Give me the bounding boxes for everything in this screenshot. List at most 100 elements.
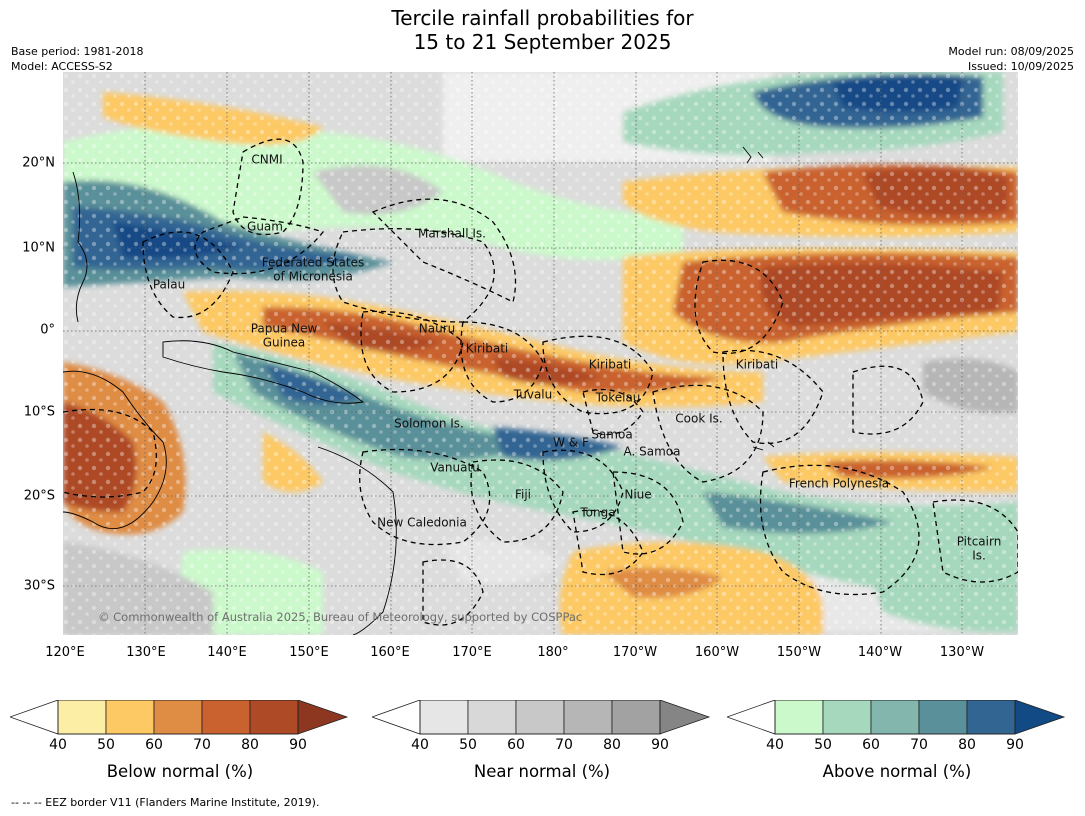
lon-tick: 160°W: [694, 645, 740, 660]
colorbar-tick: 80: [241, 737, 259, 753]
label-american-samoa: A. Samoa: [623, 444, 681, 459]
copyright-notice: © Commonwealth of Australia 2025, Bureau…: [98, 610, 583, 624]
label-fsm-line2: of Micronesia: [273, 269, 353, 284]
lon-tick: 140°W: [857, 645, 903, 660]
label-nauru: Nauru: [418, 321, 456, 336]
label-french-polynesia: French Polynesia: [788, 476, 890, 491]
colorbar-tick: 90: [1006, 737, 1024, 753]
eez-footnote: -- -- -- EEZ border V11 (Flanders Marine…: [11, 796, 320, 809]
colorbar-swatch: [419, 700, 469, 735]
label-palau: Palau: [152, 277, 186, 292]
colorbar-swatch: [515, 700, 565, 735]
meta-left: Base period: 1981-2018 Model: ACCESS-S2: [11, 44, 143, 74]
lat-tick: 10°S: [23, 404, 55, 420]
rainfall-probability-map: [63, 72, 1018, 635]
label-kiribati-east: Kiribati: [735, 357, 779, 372]
colorbar-label: Near normal (%): [473, 762, 611, 781]
lon-tick: 170°W: [612, 645, 658, 660]
map-title: Tercile rainfall probabilities for 15 to…: [0, 6, 1085, 54]
label-fsm-line1: Federated States: [261, 255, 365, 270]
label-pitcairn-line1: Pitcairn: [956, 534, 1002, 549]
colorbar-tick: 60: [145, 737, 163, 753]
colorbar-tick: 40: [49, 737, 67, 753]
colorbar-below-svg: [10, 700, 349, 735]
colorbar-tick: 90: [289, 737, 307, 753]
colorbar-tick: 60: [862, 737, 880, 753]
lat-tick: 20°N: [22, 155, 55, 171]
base-period: Base period: 1981-2018: [11, 45, 144, 58]
lon-tick: 130°W: [939, 645, 985, 660]
colorbar-swatch: [201, 700, 251, 735]
colorbar-swatch: [966, 700, 1016, 735]
colorbar-swatch: [611, 700, 661, 735]
label-png-line2: Guinea: [262, 335, 306, 350]
coastlines: [63, 146, 775, 635]
label-kiribati-central: Kiribati: [588, 357, 632, 372]
label-pitcairn-line2: Is.: [972, 548, 986, 563]
colorbar-swatch: [57, 700, 107, 735]
colorbar-tick: 70: [193, 737, 211, 753]
lat-tick: 0°: [40, 322, 55, 338]
meta-right: Model run: 08/09/2025 Issued: 10/09/2025: [948, 44, 1074, 74]
label-vanuatu: Vanuatu: [430, 460, 480, 475]
label-tokelau: Tokelau: [595, 390, 641, 405]
colorbar-tick: 70: [910, 737, 928, 753]
lon-tick: 150°W: [776, 645, 822, 660]
map-svg: [63, 72, 1018, 635]
issued-date: Issued: 10/09/2025: [967, 60, 1074, 73]
lon-tick: 180°: [537, 645, 569, 660]
label-tonga: Tonga: [580, 505, 616, 520]
colorbar-tick: 70: [555, 737, 573, 753]
graticule: [63, 72, 1018, 635]
colorbar-near-svg: [372, 700, 711, 735]
colorbar-tick: 80: [603, 737, 621, 753]
label-cnmi: CNMI: [251, 152, 283, 167]
label-cook-islands: Cook Is.: [675, 411, 723, 426]
label-guam: Guam: [247, 219, 283, 234]
colorbar-extend-arrow: [659, 700, 711, 735]
colorbar-swatch: [870, 700, 920, 735]
colorbar-swatch: [822, 700, 872, 735]
lon-tick: 160°E: [370, 645, 410, 660]
lat-tick: 30°S: [23, 578, 55, 594]
lon-tick: 150°E: [289, 645, 329, 660]
colorbar-tick: 40: [411, 737, 429, 753]
colorbar-extend-arrow: [297, 700, 349, 735]
colorbar-label: Above normal (%): [822, 762, 972, 781]
label-samoa: Samoa: [591, 427, 633, 442]
colorbar-tick: 40: [766, 737, 784, 753]
lon-tick: 170°E: [452, 645, 492, 660]
lon-tick: 120°E: [45, 645, 85, 660]
colorbar-tick: 50: [814, 737, 832, 753]
colorbar-extend-arrow: [1014, 700, 1066, 735]
label-marshall-islands: Marshall Is.: [418, 226, 486, 241]
colorbar-swatch: [918, 700, 968, 735]
lon-tick: 130°E: [126, 645, 166, 660]
colorbar-above-svg: [727, 700, 1066, 735]
colorbar-swatch: [467, 700, 517, 735]
colorbar-swatch: [249, 700, 299, 735]
label-wallis-futuna: W & F: [553, 435, 589, 450]
eez-borders: [63, 138, 1018, 626]
label-solomon-islands: Solomon Is.: [394, 416, 464, 431]
colorbar-tick: 50: [459, 737, 477, 753]
colorbar-label: Below normal (%): [106, 762, 254, 781]
title-line-2: 15 to 21 September 2025: [413, 30, 672, 54]
colorbar-tick: 90: [651, 737, 669, 753]
colorbar-swatch: [563, 700, 613, 735]
texture-overlay: [63, 72, 1018, 635]
label-tuvalu: Tuvalu: [513, 387, 553, 402]
colorbar-tick: 60: [507, 737, 525, 753]
lat-tick: 20°S: [23, 488, 55, 504]
title-line-1: Tercile rainfall probabilities for: [391, 6, 694, 30]
colorbar-tick: 50: [97, 737, 115, 753]
label-png-line1: Papua New: [250, 321, 318, 336]
label-kiribati-west: Kiribati: [465, 341, 509, 356]
model-name: Model: ACCESS-S2: [11, 60, 113, 73]
lon-tick: 140°E: [207, 645, 247, 660]
label-fiji: Fiji: [514, 487, 532, 502]
model-run: Model run: 08/09/2025: [948, 45, 1074, 58]
lat-tick: 10°N: [22, 240, 55, 256]
colorbar-swatch: [774, 700, 824, 735]
colorbar-swatch: [105, 700, 155, 735]
